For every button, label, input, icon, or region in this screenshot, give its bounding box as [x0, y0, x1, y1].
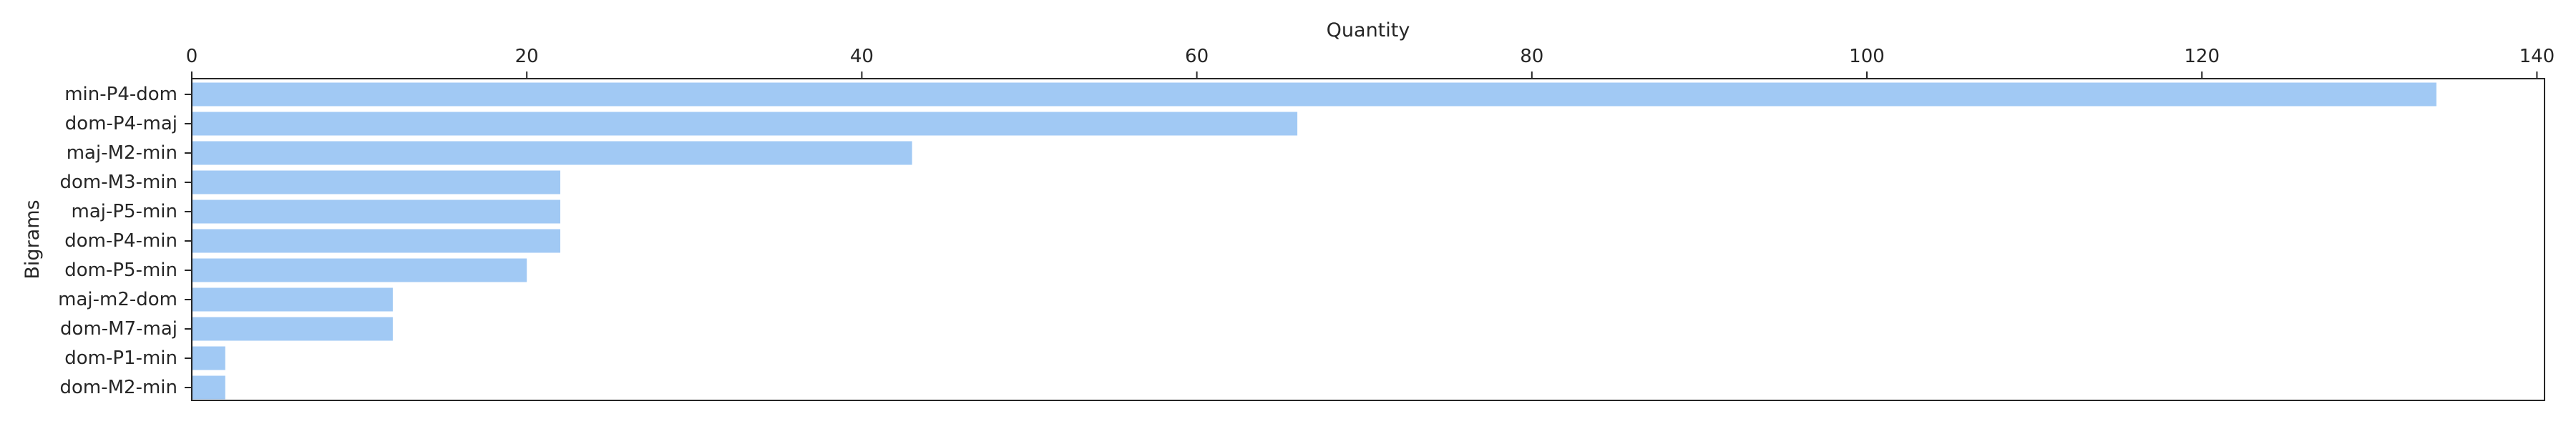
y-axis-title: Bigrams — [21, 199, 44, 279]
x-tick-label: 140 — [2519, 46, 2555, 67]
bar-maj-m2-dom — [192, 287, 393, 312]
bar-dom-M2-min — [192, 375, 225, 400]
x-tick-label: 100 — [1849, 46, 1885, 67]
x-tick-label: 120 — [2184, 46, 2220, 67]
bar-maj-M2-min — [192, 141, 912, 165]
y-tick-label: dom-P4-min — [64, 230, 177, 252]
bars-layer — [192, 82, 2436, 400]
bar-min-P4-dom — [192, 82, 2436, 107]
x-tick-label: 0 — [186, 46, 198, 67]
bar-maj-P5-min — [192, 199, 561, 224]
y-tick-label: dom-P4-maj — [65, 113, 177, 134]
x-tick-label: 20 — [515, 46, 539, 67]
bar-dom-P4-maj — [192, 112, 1298, 136]
bar-dom-M3-min — [192, 170, 561, 194]
x-axis: 0 20 40 60 80 100 120 140 — [186, 46, 2555, 79]
x-tick-label: 60 — [1185, 46, 1209, 67]
bar-dom-P4-min — [192, 229, 561, 253]
y-axis: min-P4-dom dom-P4-maj maj-M2-min dom-M3-min… — [58, 84, 192, 398]
bar-dom-P5-min — [192, 258, 527, 282]
y-tick-label: dom-P5-min — [64, 260, 177, 281]
x-axis-title: Quantity — [1327, 19, 1410, 41]
y-tick-label: dom-M2-min — [59, 377, 177, 398]
y-tick-label: maj-m2-dom — [58, 289, 177, 310]
x-tick-label: 80 — [1520, 46, 1543, 67]
y-tick-label: maj-M2-min — [67, 142, 177, 164]
y-tick-label: dom-M3-min — [59, 172, 177, 193]
y-tick-label: dom-M7-maj — [60, 318, 177, 340]
bar-dom-P1-min — [192, 346, 225, 370]
y-tick-label: maj-P5-min — [72, 201, 178, 222]
x-tick-label: 40 — [850, 46, 874, 67]
y-tick-label: min-P4-dom — [64, 84, 177, 105]
plot-frame — [191, 78, 2545, 401]
y-tick-label: dom-P1-min — [64, 347, 177, 369]
bar-dom-M7-maj — [192, 317, 393, 341]
